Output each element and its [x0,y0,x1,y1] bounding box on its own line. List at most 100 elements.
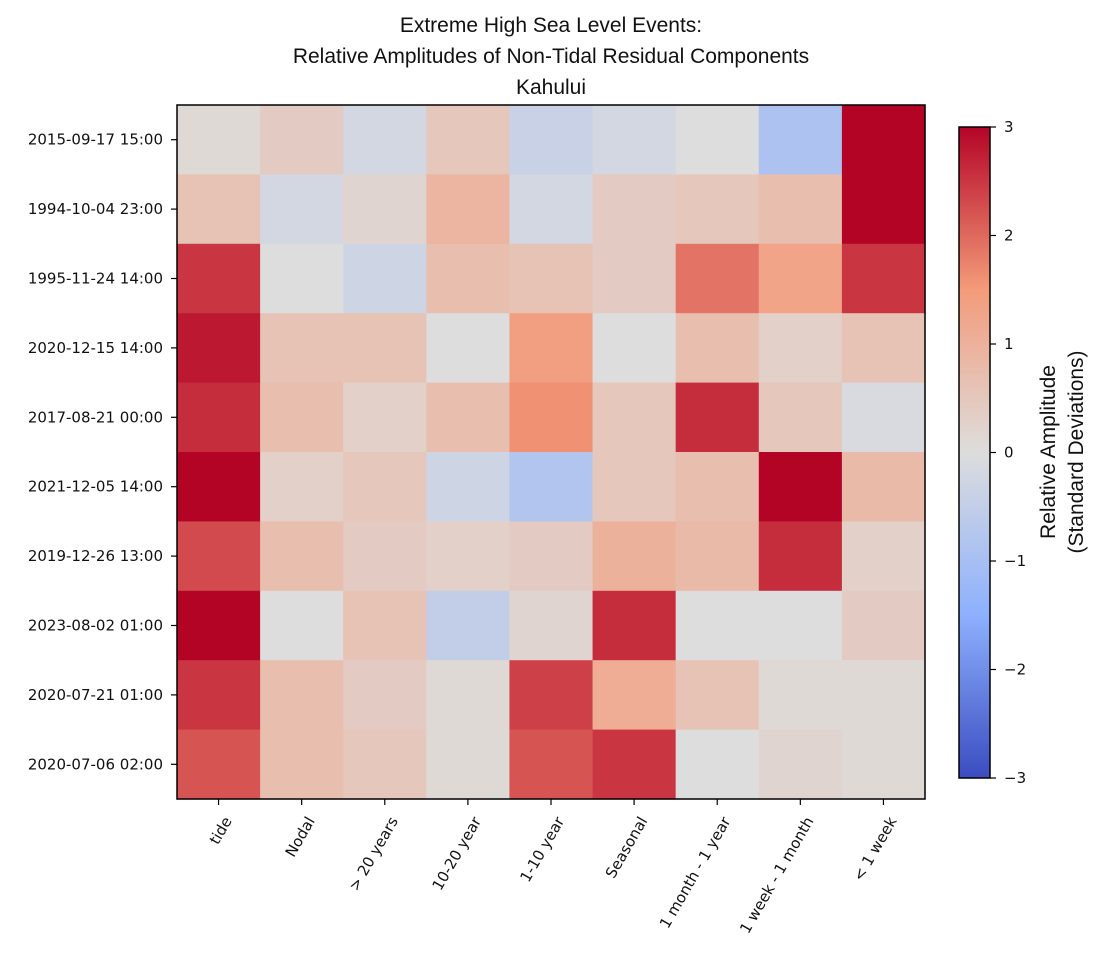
heatmap-cell [592,452,677,522]
heatmap-cell [260,313,344,384]
heatmap-cell [592,729,677,800]
heatmap-cell [343,590,427,661]
heatmap-cell [758,313,843,384]
heatmap-cell [343,521,427,592]
colorbar-label: Relative Amplitude (Standard Deviations) [1037,350,1088,553]
x-tick-label: tide [206,814,236,848]
heatmap-cell [592,382,677,453]
heatmap-cell [675,105,760,175]
heatmap-cell [260,590,344,661]
heatmap-cell [675,382,760,453]
heatmap-cell [758,590,843,661]
x-tick-label: > 20 years [345,813,402,894]
heatmap-cells [177,105,926,800]
chart-title-line-3: Kahului [516,76,586,99]
heatmap-cell [343,729,427,800]
heatmap-cell [343,313,427,384]
x-tick-label: Seasonal [602,814,651,882]
heatmap-cell [841,660,926,731]
y-tick-label: 2021-12-05 14:00 [28,478,163,496]
heatmap-cell [758,729,843,800]
heatmap-cell [177,521,261,592]
colorbar-label-line-1: Relative Amplitude [1037,365,1060,539]
heatmap-cell [841,174,926,245]
heatmap-cell [675,729,760,800]
heatmap-cell [841,243,926,314]
heatmap-cell [260,105,344,175]
y-tick-label: 2020-07-21 01:00 [28,686,163,704]
heatmap-cell [343,660,427,731]
x-tick-label: 1-10 year [516,813,568,885]
colorbar-tick-label: 3 [1004,118,1014,136]
heatmap-cell [592,313,677,384]
heatmap-cell [343,382,427,453]
heatmap-cell [177,382,261,453]
x-tick-label: < 1 week [849,813,900,884]
heatmap-cell [758,521,843,592]
x-tick-label: Nodal [282,814,319,860]
colorbar-tick-label: 0 [1004,444,1014,462]
heatmap-cell [509,729,594,800]
heatmap-cell [426,590,511,661]
heatmap-cell [426,521,511,592]
heatmap-cell [177,729,261,800]
heatmap-cell [675,660,760,731]
heatmap-cell [177,174,261,245]
heatmap-cell [426,174,511,245]
heatmap-cell [426,313,511,384]
heatmap-cell [675,590,760,661]
heatmap-cell [343,174,427,245]
heatmap-cell [841,452,926,522]
heatmap-cell [509,660,594,731]
heatmap-cell [177,660,261,731]
heatmap-cell [592,521,677,592]
y-tick-label: 2019-12-26 13:00 [28,547,163,565]
heatmap-cell [426,660,511,731]
heatmap-cell [758,105,843,175]
heatmap-cell [758,382,843,453]
heatmap-cell [841,729,926,800]
heatmap-cell [509,313,594,384]
y-tick-label: 2023-08-02 01:00 [28,617,163,635]
heatmap-cell [343,452,427,522]
heatmap-cell [509,243,594,314]
colorbar-tick-label: 1 [1004,335,1014,353]
colorbar-tick-label: −1 [1004,552,1026,570]
chart-title-line-2: Relative Amplitudes of Non-Tidal Residua… [293,45,809,68]
x-tick-label: 1 week - 1 month [736,814,817,937]
heatmap-cell [758,660,843,731]
colorbar-ticks: 3 2 1 0 −1 −2 −3 [990,118,1026,787]
heatmap-cell [675,452,760,522]
heatmap-cell [177,243,261,314]
heatmap-cell [758,243,843,314]
x-tick-label: 10-20 year [429,813,486,894]
colorbar-tick-label: −2 [1004,661,1026,679]
heatmap-cell [509,521,594,592]
heatmap-cell [426,452,511,522]
heatmap-cell [841,382,926,453]
heatmap-cell [426,729,511,800]
heatmap-cell [592,590,677,661]
heatmap-cell [426,243,511,314]
heatmap-cell [509,452,594,522]
heatmap-cell [260,243,344,314]
y-axis: 2015-09-17 15:00 1994-10-04 23:00 1995-11-… [28,131,177,773]
heatmap-cell [260,729,344,800]
heatmap-cell [177,452,261,522]
heatmap-cell [841,105,926,175]
colorbar-tick-label: 2 [1004,227,1014,245]
heatmap-cell [758,452,843,522]
heatmap-cell [758,174,843,245]
heatmap-cell [177,313,261,384]
heatmap-cell [841,313,926,384]
y-tick-label: 2020-07-06 02:00 [28,755,163,773]
heatmap-cell [260,174,344,245]
colorbar: 3 2 1 0 −1 −2 −3 [958,118,1026,787]
heatmap-cell [260,521,344,592]
heatmap-cell [426,382,511,453]
heatmap-cell [592,243,677,314]
y-tick-label: 2020-12-15 14:00 [28,339,163,357]
heatmap-cell [675,243,760,314]
